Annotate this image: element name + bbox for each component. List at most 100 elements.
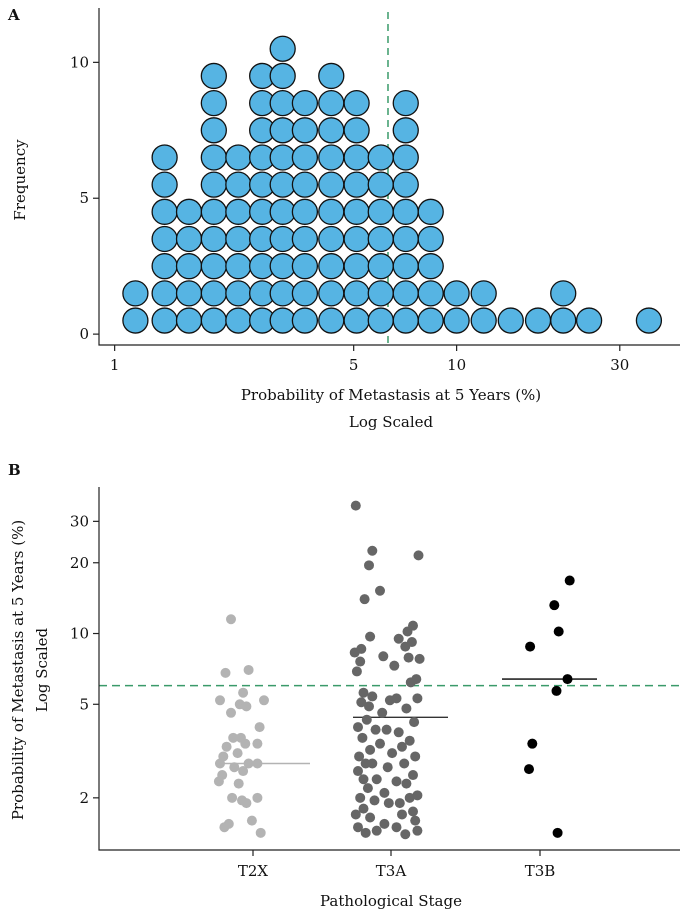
- data-point: [358, 803, 369, 814]
- histogram-dot: [367, 171, 394, 198]
- histogram-dot: [200, 198, 227, 225]
- data-point: [370, 724, 381, 735]
- data-point: [213, 776, 224, 787]
- data-point: [410, 751, 421, 762]
- data-point: [238, 687, 249, 698]
- histogram-dot: [392, 280, 419, 307]
- histogram-dot: [392, 198, 419, 225]
- histogram-dot: [291, 144, 319, 171]
- data-point: [397, 809, 407, 820]
- data-point: [397, 741, 407, 752]
- histogram-dot: [318, 117, 345, 144]
- data-point: [391, 776, 402, 787]
- histogram-dot: [343, 225, 370, 253]
- y-tick-label: 5: [79, 695, 89, 713]
- panel-b-median-lines: [215, 678, 597, 765]
- panel-a-label: A: [7, 6, 20, 24]
- data-point: [367, 545, 378, 556]
- histogram-dot: [200, 225, 227, 253]
- histogram-dot: [269, 144, 296, 171]
- data-point: [524, 764, 534, 775]
- histogram-dot: [291, 253, 319, 280]
- panel-b-x-ticks: T2X T3A T3B: [238, 850, 555, 880]
- data-point: [409, 717, 420, 728]
- data-point: [220, 667, 231, 678]
- panel-a-y-ticks: 0 5 10: [70, 53, 99, 343]
- data-point: [353, 722, 363, 733]
- panel-a-x-ticks: 1 5 10 30: [110, 345, 629, 374]
- histogram-dot: [417, 198, 444, 225]
- histogram-dot: [151, 225, 178, 253]
- data-point: [227, 792, 238, 803]
- data-point: [414, 653, 425, 664]
- data-point: [354, 751, 365, 762]
- data-point: [400, 829, 411, 840]
- data-point: [371, 825, 382, 836]
- x-tick-label: 1: [110, 356, 120, 374]
- data-point: [228, 732, 239, 743]
- panel-a-xlabel-line2: Log Scaled: [349, 413, 434, 431]
- data-point: [355, 792, 366, 803]
- data-point: [402, 626, 413, 637]
- data-point: [226, 614, 236, 625]
- data-point: [358, 774, 369, 785]
- histogram-dot: [200, 253, 227, 280]
- data-point: [364, 701, 374, 712]
- histogram-dot: [443, 280, 470, 307]
- histogram-dot: [291, 280, 319, 307]
- histogram-dot: [392, 171, 419, 198]
- data-point: [219, 822, 230, 833]
- data-point: [381, 724, 392, 735]
- histogram-dot: [200, 89, 227, 117]
- data-point: [252, 738, 263, 749]
- histogram-dot: [417, 307, 444, 334]
- data-point: [243, 758, 254, 769]
- histogram-dot: [367, 280, 394, 307]
- panel-a-dots: [122, 35, 663, 334]
- data-point: [375, 738, 385, 749]
- data-point: [241, 798, 252, 809]
- data-point: [252, 758, 263, 769]
- histogram-dot: [151, 253, 178, 280]
- histogram-dot: [151, 198, 178, 225]
- histogram-dot: [417, 225, 444, 253]
- data-point: [551, 685, 562, 696]
- data-point: [379, 787, 390, 798]
- x-tick-label: 5: [349, 356, 359, 374]
- data-point: [240, 738, 251, 749]
- histogram-dot: [392, 89, 419, 117]
- panel-b-xlabel: Pathological Stage: [320, 892, 462, 910]
- histogram-dot: [151, 144, 178, 171]
- data-point: [391, 822, 402, 833]
- data-point: [525, 641, 536, 652]
- histogram-dot: [291, 198, 319, 225]
- histogram-dot: [392, 253, 419, 280]
- data-point: [358, 687, 369, 698]
- data-point: [357, 732, 368, 743]
- histogram-dot: [200, 117, 227, 144]
- histogram-dot: [269, 35, 296, 62]
- histogram-dot: [318, 62, 345, 90]
- panel-b-ylabel: Probability of Metastasis at 5 Years (%): [9, 520, 27, 820]
- histogram-dot: [269, 171, 296, 198]
- histogram-dot: [269, 280, 296, 307]
- data-point: [350, 809, 361, 820]
- data-point: [393, 727, 404, 738]
- histogram-dot: [200, 307, 227, 334]
- histogram-dot: [151, 280, 178, 307]
- x-tick-label: T3A: [376, 862, 407, 880]
- data-point: [221, 741, 232, 752]
- data-point: [378, 651, 389, 662]
- histogram-dot: [291, 307, 319, 334]
- histogram-dot: [443, 307, 470, 334]
- data-point: [379, 818, 390, 829]
- data-point: [408, 770, 418, 781]
- panel-b-dots: [213, 500, 575, 840]
- histogram-dot: [343, 253, 370, 280]
- histogram-dot: [269, 225, 296, 253]
- histogram-dot: [122, 307, 149, 334]
- histogram-dot: [318, 198, 345, 225]
- histogram-dot: [417, 253, 444, 280]
- histogram-dot: [269, 253, 296, 280]
